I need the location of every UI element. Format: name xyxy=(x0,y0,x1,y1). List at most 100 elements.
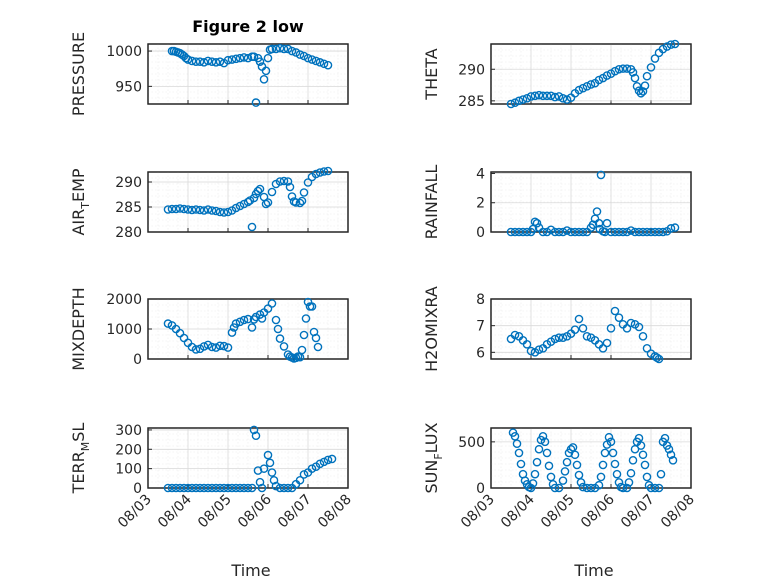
series-markers xyxy=(508,428,678,493)
data-point xyxy=(542,448,552,458)
subplot-1: 950 1000 Figure 2 low PRESSURE xyxy=(69,17,349,116)
data-point xyxy=(263,198,273,207)
data-point xyxy=(267,44,277,54)
data-point xyxy=(279,44,289,54)
data-point xyxy=(562,457,572,467)
data-point xyxy=(271,481,281,491)
data-point xyxy=(163,319,173,328)
series-markers xyxy=(506,306,664,364)
plot-area xyxy=(490,171,692,233)
y-axis-label-main: MIXDEPTH xyxy=(69,287,88,370)
chart-title: Figure 2 low xyxy=(192,17,304,36)
y-axis-label: RAINFALL xyxy=(422,165,441,240)
data-point xyxy=(612,469,622,479)
data-point xyxy=(219,483,229,493)
data-point xyxy=(652,353,662,362)
data-point xyxy=(269,475,279,485)
data-point xyxy=(279,483,289,493)
data-point xyxy=(195,483,205,493)
data-point xyxy=(303,53,313,63)
data-point xyxy=(638,332,648,341)
data-point xyxy=(267,299,277,308)
data-point xyxy=(530,91,540,101)
data-point xyxy=(199,342,209,351)
data-point xyxy=(183,483,193,493)
data-point xyxy=(243,314,253,324)
data-point xyxy=(596,170,606,180)
data-point xyxy=(271,44,281,54)
data-point xyxy=(183,55,193,64)
data-point xyxy=(522,94,532,103)
data-point xyxy=(532,218,542,228)
x-tick-label: 08/06 xyxy=(578,491,618,531)
data-point xyxy=(574,314,584,324)
data-point xyxy=(187,56,197,66)
data-point xyxy=(540,437,550,447)
data-point xyxy=(522,340,532,349)
data-point xyxy=(558,476,568,485)
data-point xyxy=(223,207,233,217)
y-tick-label: 1000 xyxy=(106,322,142,338)
data-point xyxy=(622,227,632,237)
data-point xyxy=(576,478,586,487)
data-point xyxy=(538,227,548,237)
data-point xyxy=(656,469,666,479)
data-point xyxy=(550,92,560,102)
data-point xyxy=(624,478,634,487)
data-point xyxy=(594,480,604,490)
data-point xyxy=(297,196,307,206)
data-point xyxy=(301,314,311,323)
data-point xyxy=(654,483,664,493)
data-point xyxy=(668,456,678,465)
data-point xyxy=(566,227,576,237)
data-point xyxy=(578,83,588,93)
data-point xyxy=(199,58,209,67)
data-point xyxy=(211,483,221,493)
data-point xyxy=(512,439,522,448)
data-point xyxy=(506,227,516,237)
data-point xyxy=(666,40,676,49)
y-axis-label-main: SUN xyxy=(422,460,441,494)
y-axis-label: TERRMSL xyxy=(69,423,92,495)
data-point xyxy=(215,483,225,493)
data-point xyxy=(295,50,305,59)
data-point xyxy=(203,483,213,493)
data-point xyxy=(247,323,257,332)
data-point xyxy=(542,91,552,101)
data-point xyxy=(215,57,225,66)
data-point xyxy=(249,193,259,203)
data-point xyxy=(622,324,632,333)
data-point xyxy=(261,66,271,76)
y-axis-label-main: H2OMIXRA xyxy=(422,286,441,372)
data-point xyxy=(526,483,536,493)
data-point xyxy=(239,53,249,62)
data-point xyxy=(670,39,680,49)
data-point xyxy=(243,53,253,63)
data-point xyxy=(315,168,325,177)
subplot-7: 0 100 200 300 08/03 08/04 08/05 08/06 08/07 08/08… xyxy=(69,423,355,580)
data-point xyxy=(578,227,588,237)
y-axis-label-suffix: LUX xyxy=(422,422,441,453)
data-point xyxy=(510,227,520,237)
data-point xyxy=(207,57,217,66)
data-point xyxy=(516,459,526,469)
data-point xyxy=(628,68,638,77)
data-point xyxy=(638,450,648,460)
data-point xyxy=(191,205,201,214)
data-point xyxy=(530,217,540,227)
x-axis-label: Time xyxy=(230,561,270,580)
data-point xyxy=(223,483,233,493)
data-point xyxy=(167,204,177,214)
data-point xyxy=(622,64,632,73)
axes-box xyxy=(490,298,692,360)
data-point xyxy=(634,322,644,332)
data-point xyxy=(297,345,307,355)
data-point xyxy=(327,454,337,464)
data-point xyxy=(315,58,325,67)
data-point xyxy=(219,208,229,217)
data-point xyxy=(606,324,616,333)
data-point xyxy=(558,227,568,237)
axes-box xyxy=(147,43,349,105)
data-point xyxy=(249,425,259,435)
data-point xyxy=(558,333,568,342)
